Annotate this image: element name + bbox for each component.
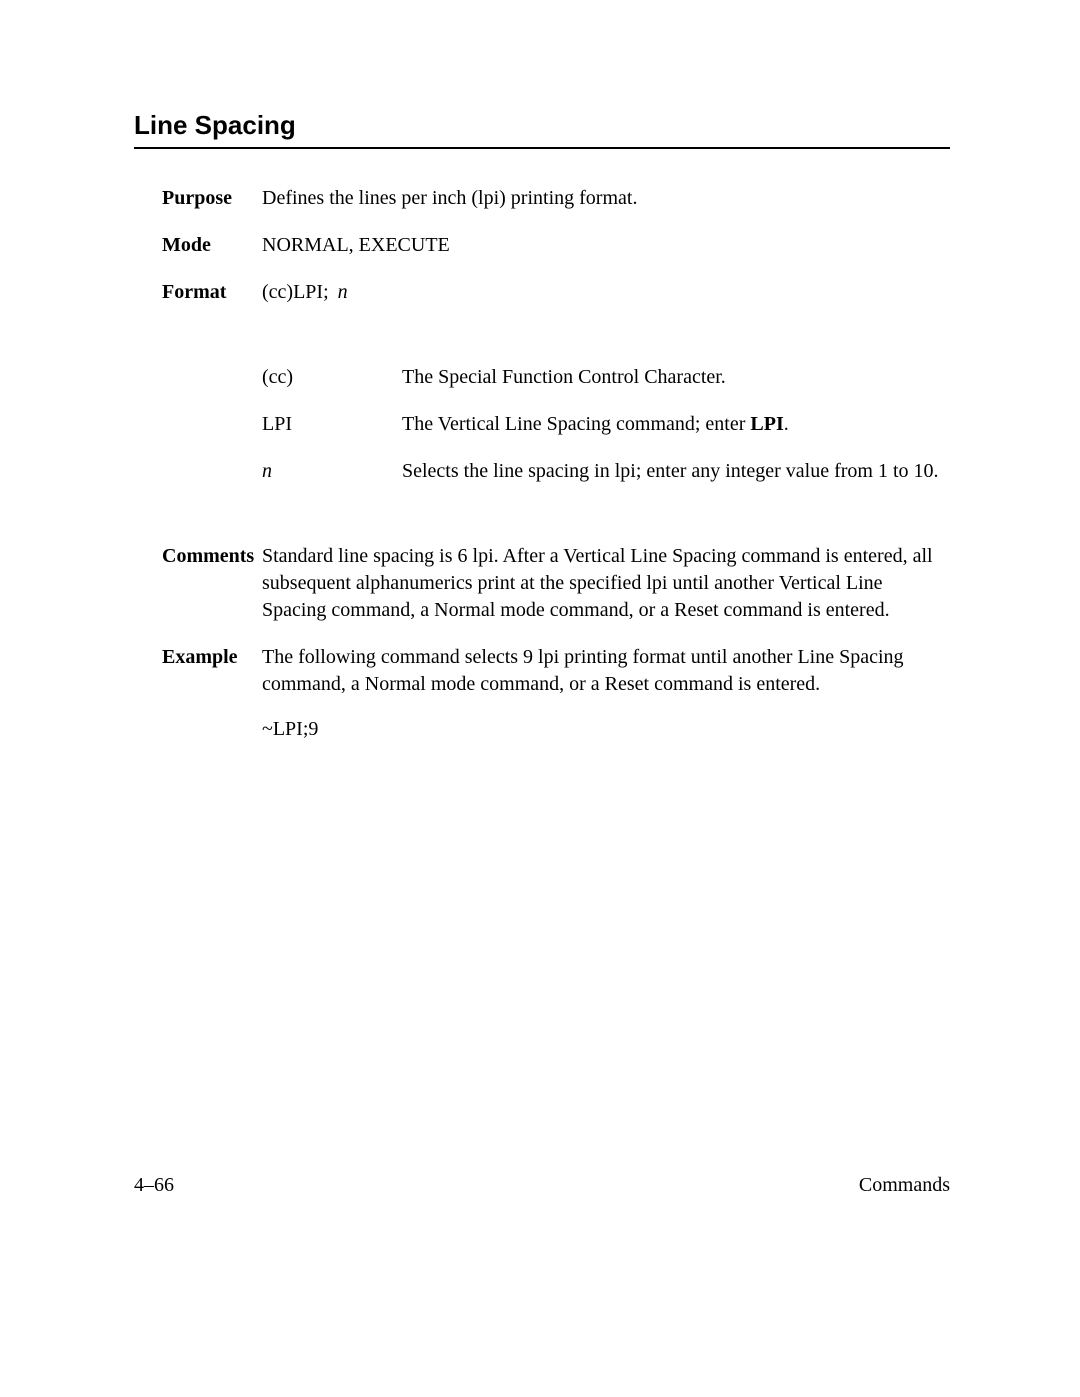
example-label: Example <box>162 644 262 743</box>
param-n-desc: Selects the line spacing in lpi; enter a… <box>402 458 950 485</box>
format-value: (cc)LPI; n <box>262 279 950 306</box>
param-lpi-label: LPI <box>262 411 402 438</box>
purpose-label: Purpose <box>162 185 262 212</box>
footer-section: Commands <box>859 1174 950 1197</box>
example-row: Example The following command selects 9 … <box>162 644 950 743</box>
format-label: Format <box>162 279 262 306</box>
format-n: n <box>338 281 348 303</box>
example-code: ~LPI;9 <box>262 716 950 743</box>
param-row-cc: (cc) The Special Function Control Charac… <box>262 364 950 391</box>
param-n-label: n <box>262 458 402 485</box>
page-footer: 4–66 Commands <box>134 1174 950 1197</box>
param-row-lpi: LPI The Vertical Line Spacing command; e… <box>262 411 950 438</box>
param-lpi-desc-post: . <box>784 413 789 435</box>
example-text: The following command selects 9 lpi prin… <box>262 644 950 698</box>
comments-text: Standard line spacing is 6 lpi. After a … <box>262 543 950 624</box>
comments-row: Comments Standard line spacing is 6 lpi.… <box>162 543 950 624</box>
footer-page-number: 4–66 <box>134 1174 174 1197</box>
content-body: Purpose Defines the lines per inch (lpi)… <box>134 185 950 743</box>
format-prefix: (cc)LPI; <box>262 281 334 303</box>
params-block: (cc) The Special Function Control Charac… <box>162 326 950 523</box>
mode-row: Mode NORMAL, EXECUTE <box>162 232 950 259</box>
param-lpi-desc-pre: The Vertical Line Spacing command; enter <box>402 413 750 435</box>
param-lpi-desc-bold: LPI <box>750 413 783 435</box>
example-body: The following command selects 9 lpi prin… <box>262 644 950 743</box>
param-table: (cc) The Special Function Control Charac… <box>262 364 950 485</box>
page-title: Line Spacing <box>134 110 950 149</box>
param-lpi-desc: The Vertical Line Spacing command; enter… <box>402 411 950 438</box>
mode-label: Mode <box>162 232 262 259</box>
purpose-row: Purpose Defines the lines per inch (lpi)… <box>162 185 950 212</box>
param-row-n: n Selects the line spacing in lpi; enter… <box>262 458 950 485</box>
mode-value: NORMAL, EXECUTE <box>262 232 950 259</box>
param-cc-label: (cc) <box>262 364 402 391</box>
param-cc-desc: The Special Function Control Character. <box>402 364 950 391</box>
format-row: Format (cc)LPI; n <box>162 279 950 306</box>
comments-label: Comments <box>162 543 262 624</box>
purpose-value: Defines the lines per inch (lpi) printin… <box>262 185 950 212</box>
